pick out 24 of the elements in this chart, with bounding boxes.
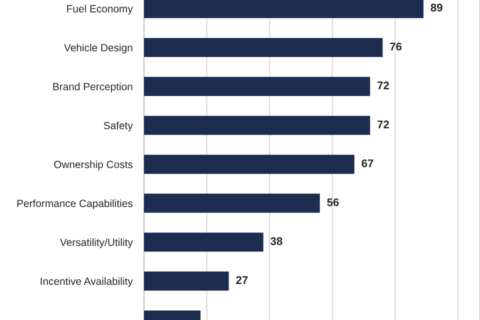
data-label: 89: [430, 4, 442, 12]
y-tick-label: Brand Perception: [53, 82, 132, 92]
y-tick-label: Versatility/Utility: [60, 238, 133, 248]
bar: [144, 76, 370, 96]
data-label: 67: [362, 159, 374, 168]
bar: [144, 38, 383, 58]
y-tick-label: Safety: [104, 122, 133, 132]
data-label: 76: [390, 42, 402, 50]
bar: [144, 232, 264, 252]
bar: [144, 194, 320, 213]
bar: [144, 272, 229, 291]
y-tick-label: Incentive Availability: [40, 277, 133, 288]
y-tick-label: Fuel Economy: [67, 4, 133, 14]
y-tick-label: Performance Capabilities: [17, 199, 133, 210]
y-tick-label: Ownership Costs: [54, 160, 133, 170]
bar: [144, 116, 370, 135]
data-label: 56: [327, 198, 339, 206]
data-label: 72: [378, 120, 389, 128]
bar: [144, 154, 354, 174]
data-label: 38: [270, 237, 282, 246]
data-label: 72: [378, 82, 389, 90]
y-tick-label: Vehicle Design: [64, 44, 132, 54]
bar: [144, 0, 424, 18]
data-label: 27: [236, 276, 248, 284]
